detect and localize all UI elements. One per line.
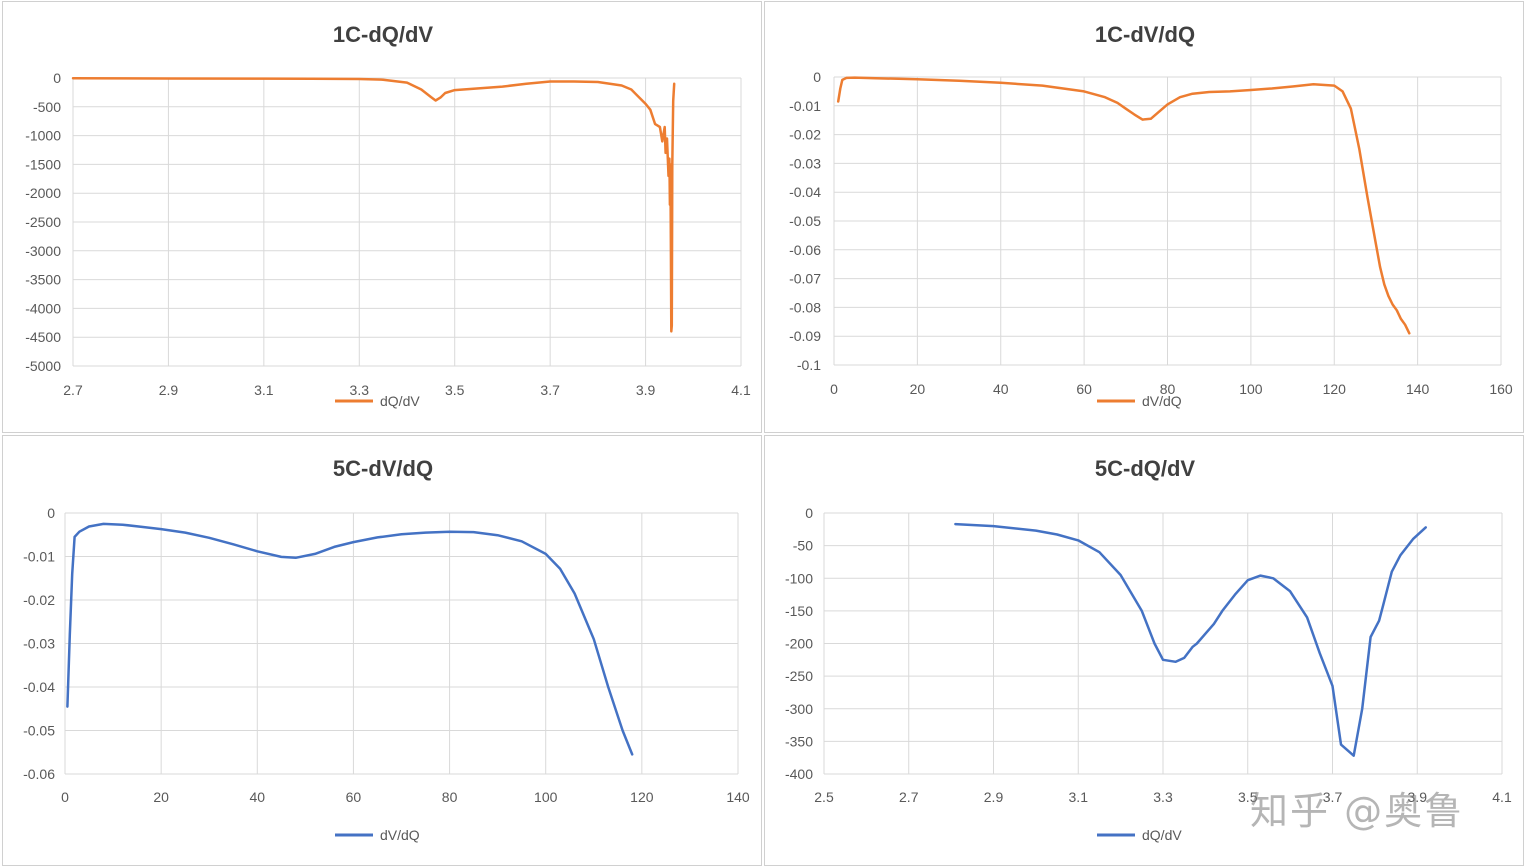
x-tick-label: 3.3 [1153,789,1173,805]
y-tick-label: -200 [785,636,813,652]
x-tick-label: 20 [910,381,926,397]
y-tick-label: -3500 [25,272,61,288]
y-tick-label: -0.05 [23,723,55,739]
x-tick-label: 140 [1406,381,1430,397]
chart-5c-dvdq: 5C-dV/dQ 0 -0.01 -0.02 -0.03 -0.04 -0.05 -0.06 0… [23,456,750,843]
x-tick-label: 3.3 [350,382,370,398]
y-tick-label: -150 [785,603,813,619]
y-tick-label: -0.09 [789,328,821,344]
x-tick-label: 140 [726,789,750,805]
legend-label: dV/dQ [380,827,420,843]
x-tick-label: 0 [830,381,838,397]
y-tick-label: -1000 [25,128,61,144]
x-tick-label: 3.7 [540,382,560,398]
x-tick-label: 4.1 [1492,789,1512,805]
series-line [71,77,676,333]
x-tick-label: 80 [1160,381,1176,397]
y-tick-label: -4000 [25,300,61,316]
x-tick-label: 3.5 [445,382,465,398]
y-tick-label: 0 [805,505,813,521]
chart-title: 1C-dQ/dV [333,22,434,47]
x-tick-label: 0 [61,789,69,805]
y-tick-label: -350 [785,733,813,749]
chart-panel-1c-dqdv: 1C-dQ/dV 0 -500 -1000 -1500 -2000 -2500 -3000 -3… [2,1,762,433]
x-tick-label: 3.5 [1238,789,1258,805]
chart-panel-5c-dvdq: 5C-dV/dQ 0 -0.01 -0.02 -0.03 -0.04 -0.05 -0.06 0… [2,435,762,866]
x-tick-label: 2.9 [984,789,1004,805]
x-tick-label: 3.7 [1323,789,1343,805]
y-tick-label: -1500 [25,156,61,172]
legend-label: dQ/dV [380,393,420,409]
x-tick-label: 3.9 [1408,789,1428,805]
y-tick-label: -0.02 [23,592,55,608]
x-tick-label: 100 [534,789,558,805]
legend-label: dV/dQ [1142,393,1182,409]
y-tick-label: -5000 [25,358,61,374]
x-tick-label: 3.9 [636,382,656,398]
y-tick-label: -400 [785,766,813,782]
legend-label: dQ/dV [1142,827,1182,843]
y-tick-label: -4500 [25,329,61,345]
x-tick-label: 60 [346,789,362,805]
y-tick-label: -2500 [25,214,61,230]
x-tick-label: 2.9 [159,382,179,398]
x-tick-label: 2.7 [63,382,83,398]
x-tick-label: 3.1 [254,382,274,398]
x-tick-label: 120 [630,789,654,805]
y-tick-label: -250 [785,668,813,684]
y-tick-label: -0.04 [789,184,821,200]
x-tick-label: 40 [249,789,265,805]
series-line [66,522,634,756]
x-tick-label: 3.1 [1069,789,1089,805]
chart-panel-5c-dqdv: 5C-dQ/dV 0 -50 -100 -150 -200 -250 -300 -350 -400… [764,435,1524,866]
chart-1c-dvdq: 1C-dV/dQ 0 -0.01 -0.02 -0.03 -0.04 -0.05 -0.06 -… [789,22,1513,409]
y-tick-label: -100 [785,570,813,586]
chart-panel-1c-dvdq: 1C-dV/dQ 0 -0.01 -0.02 -0.03 -0.04 -0.05 -0.06 -… [764,1,1524,433]
chart-title: 5C-dQ/dV [1095,456,1196,481]
y-tick-label: -3000 [25,243,61,259]
y-tick-label: -0.05 [789,213,821,229]
y-tick-label: -0.01 [789,98,821,114]
x-tick-label: 40 [993,381,1009,397]
y-tick-label: 0 [813,69,821,85]
x-tick-label: 100 [1239,381,1263,397]
y-tick-label: -50 [793,538,813,554]
chart-title: 5C-dV/dQ [333,456,433,481]
x-tick-label: 80 [442,789,458,805]
y-tick-label: -2000 [25,185,61,201]
y-tick-label: -0.03 [23,636,55,652]
y-tick-label: -0.08 [789,299,821,315]
series-line [954,522,1427,757]
y-tick-label: -300 [785,701,813,717]
x-tick-label: 160 [1489,381,1513,397]
x-tick-label: 2.5 [814,789,834,805]
y-tick-label: -0.03 [789,155,821,171]
y-tick-label: -500 [33,99,61,115]
x-tick-label: 60 [1076,381,1092,397]
chart-5c-dqdv: 5C-dQ/dV 0 -50 -100 -150 -200 -250 -300 -350 -400… [785,456,1512,843]
y-tick-label: -0.02 [789,127,821,143]
x-tick-label: 120 [1323,381,1347,397]
y-tick-label: -0.06 [789,242,821,258]
series-line [836,76,1411,335]
y-tick-label: -0.1 [797,357,821,373]
y-tick-label: 0 [47,505,55,521]
chart-title: 1C-dV/dQ [1095,22,1195,47]
chart-1c-dqdv: 1C-dQ/dV 0 -500 -1000 -1500 -2000 -2500 -3000 -3… [25,22,751,409]
x-tick-label: 4.1 [731,382,751,398]
y-tick-label: 0 [53,70,61,86]
y-tick-label: -0.04 [23,679,55,695]
y-tick-label: -0.01 [23,549,55,565]
x-tick-label: 2.7 [899,789,919,805]
y-tick-label: -0.07 [789,271,821,287]
y-tick-label: -0.06 [23,766,55,782]
x-tick-label: 20 [153,789,169,805]
watermark-text: 知乎 @奥鲁 [1250,789,1465,833]
